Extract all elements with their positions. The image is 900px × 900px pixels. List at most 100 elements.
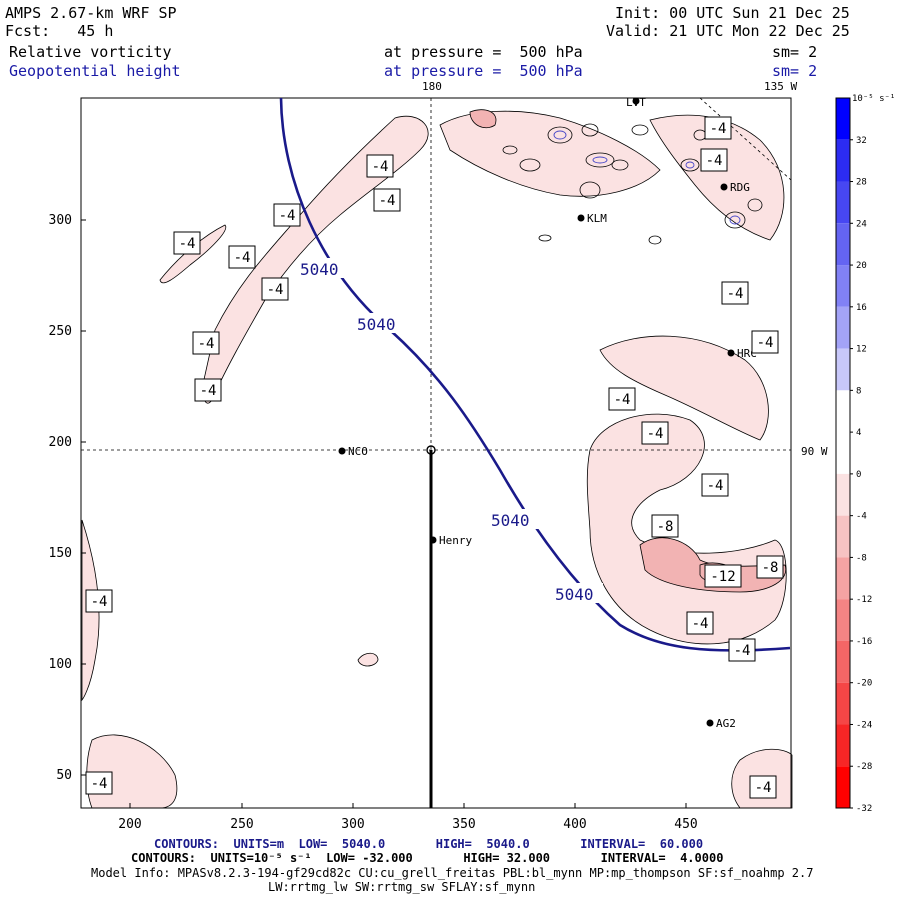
vort-label: -4	[757, 335, 774, 351]
vort-label: -4	[179, 236, 196, 252]
lon-label-180: 180	[422, 80, 442, 93]
vort-label: -4	[200, 383, 217, 399]
vort-labels: -4 -4 -4 -4 -4 -4 -4 -4 -4 -4 -4 -4 -4 -…	[85, 116, 784, 799]
height-label: 5040	[357, 315, 396, 334]
model-title: AMPS 2.67-km WRF SP	[5, 4, 177, 22]
height-label: 5040	[300, 260, 339, 279]
vort-label: -8	[657, 519, 674, 535]
colorbar-label: 16	[856, 303, 867, 313]
x-tick: 450	[674, 817, 697, 832]
colorbar-swatch	[836, 181, 850, 224]
height-labels: 5040 5040 5040 5040	[298, 258, 603, 604]
colorbar-label: -20	[856, 679, 872, 689]
colorbar-label: -32	[856, 804, 872, 814]
valid-time: Valid: 21 UTC Mon 22 Dec 25	[606, 22, 850, 40]
height-label: 5040	[555, 585, 594, 604]
vort-label: -4	[198, 336, 215, 352]
y-tick-labels: 300 250 200 150 100 50	[49, 213, 72, 783]
vorticity-fill	[81, 110, 793, 809]
colorbar-swatch	[836, 682, 850, 725]
plot-frame	[80, 97, 792, 809]
colorbar-label: -12	[856, 595, 872, 605]
vorticity-clutter	[502, 123, 763, 245]
colorbar-label: 0	[856, 470, 861, 480]
colorbar-swatch	[836, 306, 850, 349]
colorbar: 32 28 24 20 16 12 8 4 0 -4 -8 -12 -16 -20 -24 -28 -32	[835, 97, 872, 814]
colorbar-swatch	[836, 432, 850, 474]
colorbar-label: 28	[856, 178, 867, 188]
colorbar-swatch	[836, 599, 850, 641]
station-label: AG2	[716, 717, 736, 730]
colorbar-label: -28	[856, 762, 872, 772]
colorbar-unit: 10⁻⁵ s⁻¹	[852, 94, 895, 104]
station-label: Henry	[439, 534, 472, 547]
vorticity-clutter-blue	[553, 130, 741, 225]
footer-model-info: Model Info: MPASv8.2.3-194-gf29cd82c CU:…	[91, 866, 814, 880]
vort-label: -4	[91, 776, 108, 792]
map-plot: 200 250 300 350 400 450 300 250 200 150 …	[49, 80, 896, 832]
vort-label: -4	[614, 392, 631, 408]
field-height: Geopotential height	[9, 62, 181, 80]
vort-label: -4	[755, 780, 772, 796]
lon-label-135w: 135 W	[764, 80, 797, 93]
height-label: 5040	[491, 511, 530, 530]
vort-label: -4	[279, 208, 296, 224]
colorbar-label: 24	[856, 219, 867, 229]
colorbar-swatch	[836, 98, 850, 140]
cross-section-marker	[426, 445, 436, 455]
colorbar-swatch	[836, 223, 850, 266]
station-dot	[577, 214, 585, 222]
colorbar-label: 4	[856, 428, 861, 438]
colorbar-label: -24	[856, 720, 872, 730]
x-tick-labels: 200 250 300 350 400 450	[118, 817, 697, 832]
y-tick: 100	[49, 657, 72, 672]
colorbar-label: 32	[856, 136, 867, 146]
station-label: KLM	[587, 212, 607, 225]
forecast-hour: Fcst: 45 h	[5, 22, 114, 40]
vort-label: -4	[379, 193, 396, 209]
y-tick: 300	[49, 213, 72, 228]
footer-height-contours: CONTOURS: UNITS=m LOW= 5040.0 HIGH= 5040…	[154, 837, 704, 851]
colorbar-label: 20	[856, 261, 867, 271]
x-tick: 300	[341, 817, 364, 832]
pressure-height: at pressure = 500 hPa	[384, 62, 583, 80]
stations: LVT KLM RDG HRC NCO Henry AG2	[338, 96, 757, 730]
vort-label: -4	[710, 121, 727, 137]
vort-label: -4	[706, 153, 723, 169]
station-label: RDG	[730, 181, 750, 194]
footer-vort-contours: CONTOURS: UNITS=10⁻⁵ s⁻¹ LOW= -32.000 HI…	[131, 851, 724, 865]
station-label: LVT	[626, 96, 646, 109]
colorbar-swatch	[836, 640, 850, 683]
station-dot	[429, 536, 437, 544]
station-label: NCO	[348, 445, 368, 458]
vort-label: -4	[647, 426, 664, 442]
colorbar-label: 8	[856, 386, 861, 396]
y-tick: 200	[49, 435, 72, 450]
init-time: Init: 00 UTC Sun 21 Dec 25	[615, 4, 850, 22]
colorbar-label: -16	[856, 637, 872, 647]
station-dot	[338, 447, 346, 455]
colorbar-swatch	[836, 473, 850, 516]
smoothing-height: sm= 2	[772, 62, 818, 80]
footer-schemes: LW:rrtmg_lw SW:rrtmg_sw SFLAY:sf_mynn	[268, 880, 536, 894]
station-dot	[706, 719, 714, 727]
smoothing-vorticity: sm= 2	[772, 43, 818, 61]
colorbar-swatch	[836, 766, 850, 808]
lat-label-90w: 90 W	[801, 445, 828, 458]
y-tick: 150	[49, 546, 72, 561]
station-dot	[727, 349, 735, 357]
x-tick: 250	[230, 817, 253, 832]
vort-label: -4	[234, 250, 251, 266]
vort-label: -4	[692, 616, 709, 632]
vort-label: -4	[734, 643, 751, 659]
tick-marks	[81, 219, 687, 808]
vort-label: -4	[267, 282, 284, 298]
colorbar-swatch	[836, 724, 850, 767]
pressure-vorticity: at pressure = 500 hPa	[384, 43, 583, 61]
vort-label: -4	[707, 478, 724, 494]
colorbar-swatch	[836, 265, 850, 307]
vort-label: -4	[727, 286, 744, 302]
colorbar-swatch	[836, 390, 850, 433]
station-dot	[720, 183, 728, 191]
vort-label: -4	[91, 594, 108, 610]
